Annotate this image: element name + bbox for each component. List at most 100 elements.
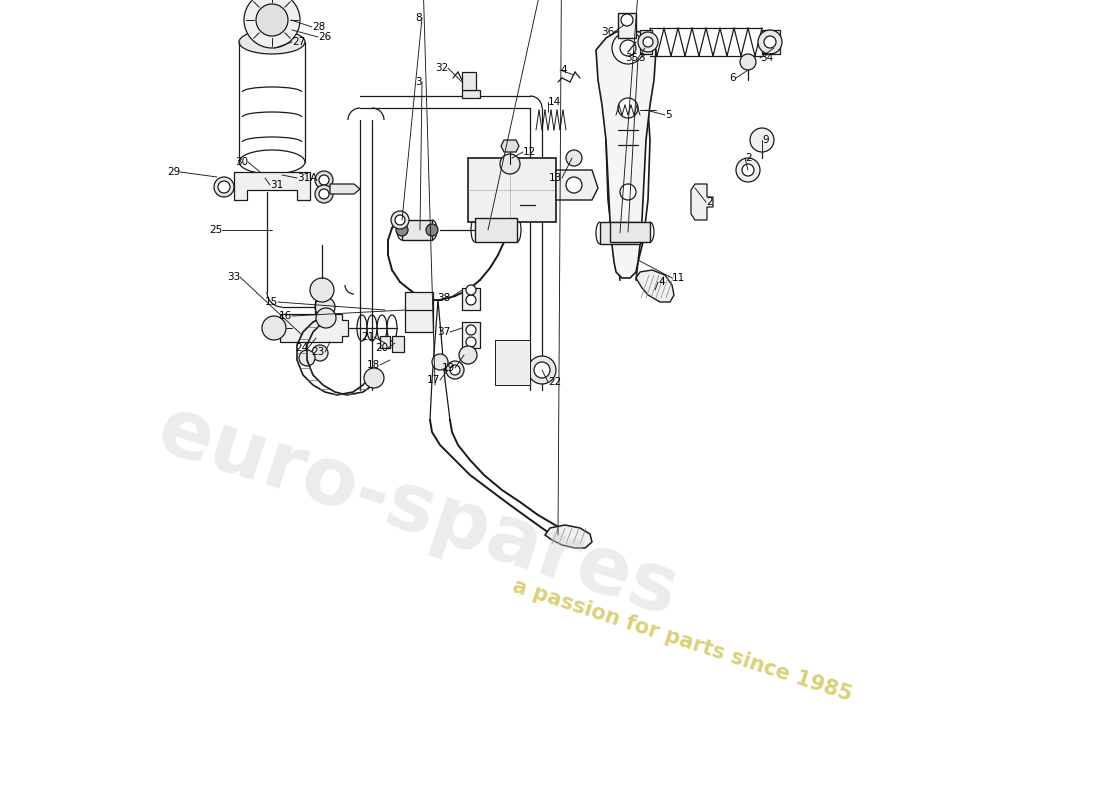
Circle shape: [621, 14, 632, 26]
Bar: [379, 336, 390, 348]
Text: 2: 2: [706, 197, 713, 207]
Bar: [405, 292, 433, 332]
Text: 9: 9: [762, 135, 769, 145]
Text: 2: 2: [745, 153, 751, 163]
Text: 38: 38: [437, 293, 450, 303]
Text: 13: 13: [549, 173, 562, 183]
Text: 4: 4: [560, 65, 566, 75]
Text: a passion for parts since 1985: a passion for parts since 1985: [509, 575, 855, 705]
Circle shape: [459, 346, 477, 364]
Circle shape: [750, 128, 774, 152]
Bar: [462, 72, 476, 90]
Circle shape: [566, 150, 582, 166]
Circle shape: [534, 362, 550, 378]
Circle shape: [244, 0, 300, 48]
Circle shape: [312, 345, 328, 361]
Text: 31: 31: [270, 180, 284, 190]
Text: 25: 25: [209, 225, 222, 235]
Text: 5: 5: [666, 110, 672, 120]
Circle shape: [450, 365, 460, 375]
Text: euro-spares: euro-spares: [147, 391, 689, 633]
Circle shape: [390, 211, 409, 229]
Text: 32: 32: [434, 63, 448, 73]
Circle shape: [466, 337, 476, 347]
Text: 35: 35: [625, 53, 638, 63]
Text: 22: 22: [548, 377, 561, 387]
Circle shape: [256, 4, 288, 36]
Circle shape: [612, 32, 643, 64]
Circle shape: [299, 350, 315, 366]
Text: 23: 23: [311, 347, 324, 357]
Circle shape: [262, 316, 286, 340]
Polygon shape: [330, 184, 360, 194]
Polygon shape: [596, 30, 656, 278]
Text: 26: 26: [318, 32, 331, 42]
Polygon shape: [500, 140, 519, 152]
Bar: [618, 13, 636, 38]
Polygon shape: [691, 184, 713, 220]
Circle shape: [310, 278, 334, 302]
Text: 28: 28: [312, 22, 326, 32]
Text: 31A: 31A: [297, 173, 318, 183]
Polygon shape: [462, 90, 480, 98]
Bar: [468, 158, 556, 222]
Bar: [762, 30, 780, 54]
Circle shape: [566, 177, 582, 193]
Text: 17: 17: [427, 375, 440, 385]
Circle shape: [214, 177, 234, 197]
Circle shape: [638, 32, 658, 52]
Circle shape: [364, 368, 384, 388]
Circle shape: [620, 184, 636, 200]
Text: 14: 14: [548, 97, 561, 107]
Circle shape: [740, 54, 756, 70]
Polygon shape: [544, 525, 592, 548]
Text: 11: 11: [672, 273, 685, 283]
Circle shape: [319, 189, 329, 199]
Polygon shape: [495, 340, 530, 385]
Text: 3: 3: [638, 53, 645, 63]
Circle shape: [315, 297, 336, 317]
Circle shape: [466, 295, 476, 305]
Bar: [475, 218, 517, 242]
Bar: [610, 222, 650, 242]
Text: 12: 12: [522, 147, 537, 157]
Circle shape: [446, 361, 464, 379]
Text: 21: 21: [361, 332, 374, 342]
Circle shape: [500, 154, 520, 174]
Circle shape: [764, 36, 776, 48]
Ellipse shape: [239, 30, 305, 54]
Text: 33: 33: [227, 272, 240, 282]
Text: 3: 3: [416, 77, 422, 87]
Bar: [462, 288, 480, 310]
Text: 8: 8: [416, 13, 422, 23]
Circle shape: [736, 158, 760, 182]
Text: 37: 37: [437, 327, 450, 337]
Circle shape: [316, 308, 336, 328]
Text: 15: 15: [265, 297, 278, 307]
Circle shape: [644, 37, 653, 47]
Circle shape: [432, 354, 448, 370]
Circle shape: [396, 224, 408, 236]
Text: 6: 6: [729, 73, 736, 83]
Text: 34: 34: [760, 53, 773, 63]
Bar: [392, 336, 404, 352]
Text: 4: 4: [658, 277, 664, 287]
Circle shape: [620, 40, 636, 56]
Text: 29: 29: [167, 167, 180, 177]
Circle shape: [218, 181, 230, 193]
Circle shape: [315, 185, 333, 203]
Text: 24: 24: [295, 343, 308, 353]
Polygon shape: [280, 314, 348, 342]
Circle shape: [758, 30, 782, 54]
Text: 36: 36: [601, 27, 614, 37]
Bar: [640, 30, 652, 54]
Polygon shape: [234, 172, 310, 200]
Circle shape: [395, 215, 405, 225]
Bar: [600, 222, 640, 244]
Circle shape: [618, 98, 638, 118]
Circle shape: [528, 356, 556, 384]
Polygon shape: [556, 170, 598, 200]
Ellipse shape: [239, 150, 305, 174]
Text: 16: 16: [278, 311, 292, 321]
Polygon shape: [636, 270, 674, 302]
